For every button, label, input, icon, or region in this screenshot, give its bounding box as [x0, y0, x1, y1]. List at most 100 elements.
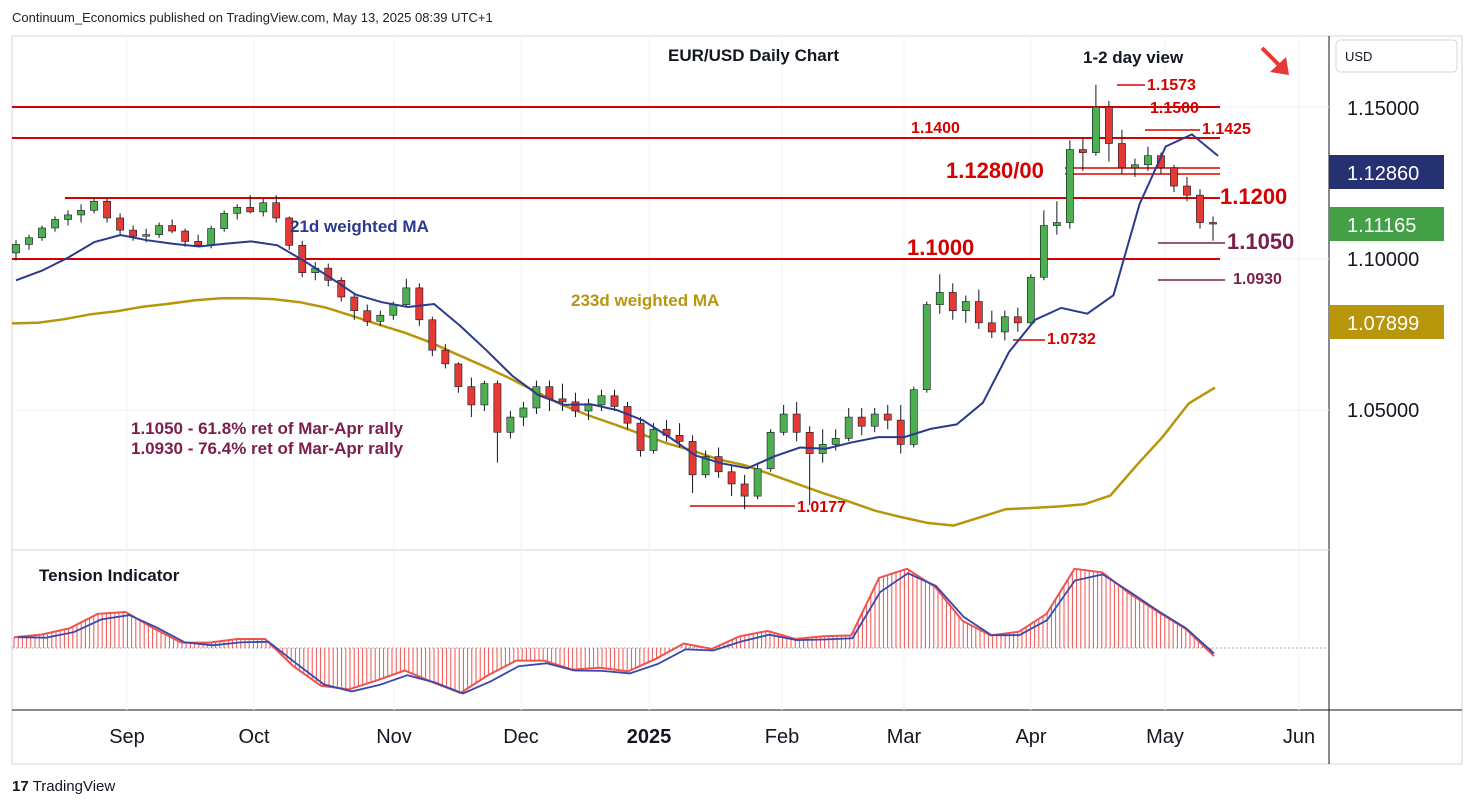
candle — [1144, 155, 1152, 166]
candle — [857, 416, 866, 427]
candle — [1209, 222, 1217, 225]
candle — [272, 202, 281, 219]
view-note: 1-2 day view — [1083, 48, 1184, 67]
candle — [12, 244, 20, 254]
candle — [181, 230, 190, 242]
candle — [974, 301, 983, 324]
candle — [129, 229, 137, 237]
ma21-label: 21d weighted MA — [290, 217, 429, 236]
x-tick-mar: Mar — [887, 726, 922, 748]
x-tick-sep: Sep — [109, 726, 145, 748]
candles-group — [12, 84, 1217, 510]
x-tick-apr: Apr — [1015, 726, 1046, 748]
ma21-line — [15, 133, 1219, 470]
candle — [1131, 164, 1139, 169]
candle — [233, 207, 242, 214]
candle — [987, 322, 996, 333]
currency-button[interactable] — [1335, 39, 1458, 73]
candle — [363, 310, 372, 322]
price-box-dark — [1329, 155, 1444, 189]
candle — [805, 431, 814, 454]
candle — [831, 438, 840, 445]
publisher-header: Continuum_Economics published on Trading… — [12, 10, 493, 25]
candle — [727, 471, 736, 485]
chart-title: EUR/USD Daily Chart — [668, 46, 839, 65]
candle — [649, 428, 658, 451]
candle — [597, 395, 606, 406]
candle — [922, 304, 931, 391]
candle — [51, 219, 59, 229]
candle — [1196, 194, 1204, 223]
candle — [1026, 276, 1035, 324]
label-0930: 1.0930 — [1233, 271, 1282, 288]
candle — [935, 292, 944, 305]
candle — [558, 398, 567, 403]
candle — [246, 207, 255, 213]
tension-fast-line — [13, 567, 1215, 695]
x-tick-2025: 2025 — [627, 726, 672, 748]
candle — [1079, 149, 1087, 153]
candle — [844, 416, 853, 439]
candle — [961, 301, 970, 311]
candle — [376, 314, 385, 322]
price-box-ma233 — [1329, 305, 1444, 339]
candle — [64, 214, 72, 220]
candle — [1039, 225, 1048, 278]
tradingview-brand: TradingView — [32, 778, 116, 795]
candle — [207, 228, 216, 246]
candle — [90, 200, 98, 211]
annotation-0930: 1.0930 - 76.4% ret of Mar-Apr rally — [131, 439, 404, 458]
annotation-1050: 1.1050 - 61.8% ret of Mar-Apr rally — [131, 419, 404, 438]
candle — [571, 401, 580, 412]
price-label-current: 1.11165 — [1347, 215, 1416, 237]
candle — [1183, 185, 1191, 196]
candle — [532, 386, 541, 409]
tension-bars — [13, 569, 1212, 693]
tradingview-logo-mark: 17 — [12, 778, 29, 795]
candle — [870, 413, 879, 427]
candle — [948, 292, 957, 311]
candle — [350, 296, 359, 311]
candle — [25, 237, 33, 245]
candle — [792, 413, 801, 433]
candle — [753, 468, 762, 497]
candle — [402, 287, 411, 305]
candle — [1092, 106, 1100, 153]
price-label-dark: 1.12860 — [1347, 163, 1419, 185]
label-0177: 1.0177 — [797, 499, 846, 516]
candle — [1066, 149, 1074, 223]
candle — [415, 287, 424, 321]
candle — [493, 383, 502, 433]
ma233-line — [11, 296, 1216, 527]
candle — [896, 419, 905, 445]
tension-label: Tension Indicator — [39, 566, 180, 585]
candle — [441, 349, 450, 365]
candle — [155, 225, 163, 235]
level-lines — [12, 84, 1225, 507]
candle — [545, 386, 554, 400]
chart-frame — [11, 35, 1463, 765]
candle — [220, 213, 229, 229]
label-1280-00: 1.1280/00 — [946, 158, 1044, 183]
label-0732: 1.0732 — [1047, 331, 1096, 348]
candle — [77, 210, 85, 216]
tradingview-logo[interactable]: 17 TradingView — [12, 778, 115, 795]
candle — [480, 383, 489, 406]
candle — [467, 386, 476, 406]
candle — [38, 227, 46, 239]
x-tick-nov: Nov — [376, 726, 412, 748]
candle — [259, 202, 268, 213]
candle — [1105, 106, 1113, 144]
candle — [636, 422, 645, 451]
x-tick-may: May — [1146, 726, 1184, 748]
price-label-ma233: 1.07899 — [1347, 313, 1419, 335]
candle — [688, 441, 697, 476]
candle — [675, 435, 684, 442]
label-1400: 1.1400 — [911, 120, 960, 137]
currency-label: USD — [1345, 49, 1372, 64]
candle — [116, 217, 124, 231]
candle — [168, 225, 177, 232]
candle — [883, 413, 892, 421]
candle — [1000, 316, 1009, 333]
